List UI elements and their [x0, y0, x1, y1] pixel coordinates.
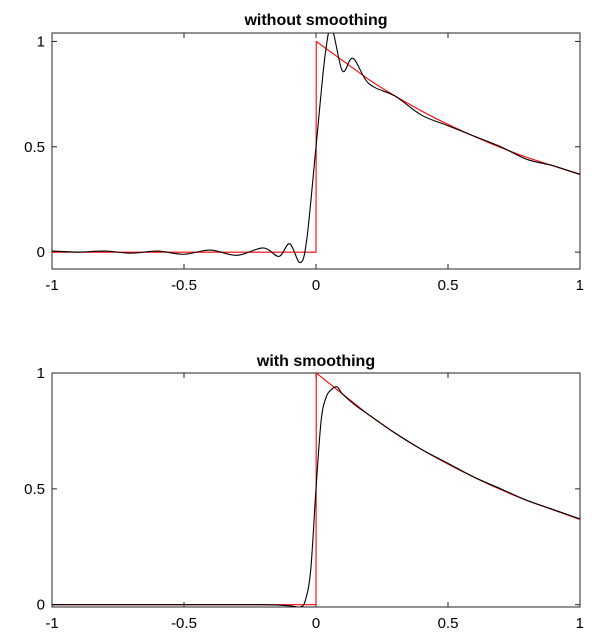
y-tick-label: 0 — [37, 244, 45, 261]
y-tick-label: 0.5 — [24, 139, 45, 156]
x-tick-label: -0.5 — [171, 615, 197, 632]
x-tick-label: -1 — [45, 615, 58, 632]
y-tick-label: 0.5 — [24, 481, 45, 498]
step-function-line — [52, 40, 580, 253]
chart-title: without smoothing — [243, 12, 387, 29]
y-tick-label: 1 — [37, 33, 45, 50]
y-tick-label: 0 — [37, 597, 45, 614]
top-panel: without smoothing -1 -0.5 0 0.5 1 0 0.5 1 — [24, 12, 584, 294]
x-tick-label: 0.5 — [438, 615, 459, 632]
bottom-panel: with smoothing -1 -0.5 0 0.5 1 0 0.5 1 — [24, 353, 584, 632]
x-tick-label: -1 — [45, 277, 58, 294]
y-tick-label: 1 — [37, 365, 45, 382]
x-tick-label: 1 — [576, 277, 584, 294]
x-tick-label: 1 — [576, 615, 584, 632]
chart-title: with smoothing — [256, 353, 375, 370]
x-tick-label: 0 — [312, 615, 320, 632]
approximation-line — [52, 386, 580, 607]
x-tick-label: -0.5 — [171, 277, 197, 294]
x-tick-label: 0.5 — [438, 277, 459, 294]
x-tick-label: 0 — [312, 277, 320, 294]
approximation-line — [52, 33, 580, 264]
